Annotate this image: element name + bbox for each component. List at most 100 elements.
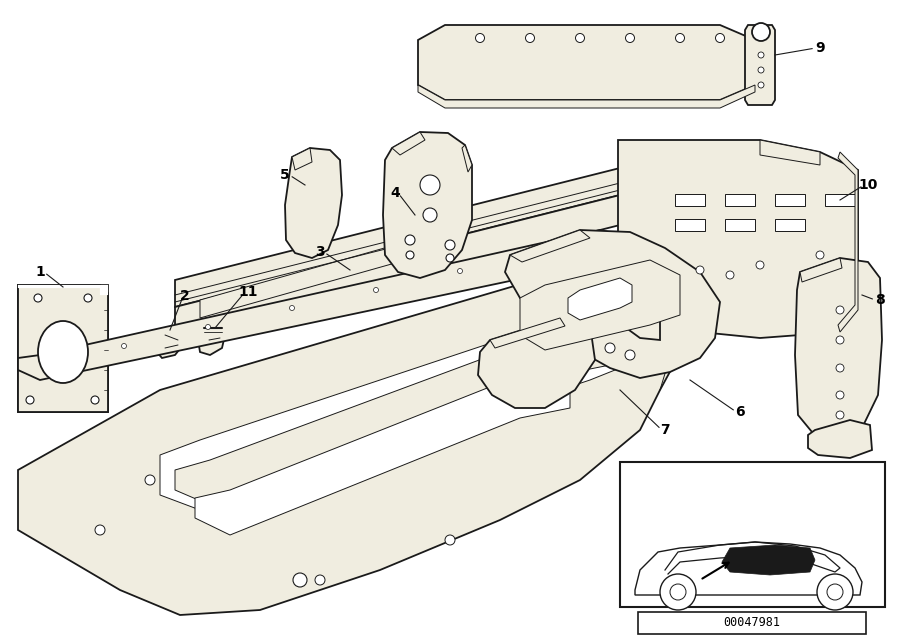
- Circle shape: [696, 266, 704, 274]
- Circle shape: [676, 34, 685, 43]
- Circle shape: [836, 336, 844, 344]
- Polygon shape: [18, 255, 770, 615]
- Polygon shape: [292, 148, 312, 170]
- Polygon shape: [462, 145, 472, 172]
- Circle shape: [406, 251, 414, 259]
- Circle shape: [756, 261, 764, 269]
- Circle shape: [529, 253, 535, 258]
- Text: 10: 10: [859, 178, 877, 192]
- Polygon shape: [18, 230, 650, 380]
- Polygon shape: [175, 195, 648, 337]
- Circle shape: [374, 288, 379, 293]
- Circle shape: [827, 584, 843, 600]
- Polygon shape: [478, 318, 595, 408]
- Polygon shape: [722, 545, 815, 575]
- Circle shape: [816, 251, 824, 259]
- Polygon shape: [198, 328, 225, 355]
- Text: 8: 8: [875, 293, 885, 307]
- Text: 6: 6: [735, 405, 745, 419]
- Polygon shape: [175, 168, 648, 307]
- Text: 5: 5: [280, 168, 290, 182]
- Circle shape: [817, 574, 853, 610]
- Circle shape: [423, 208, 437, 222]
- Circle shape: [315, 575, 325, 585]
- Polygon shape: [520, 260, 680, 350]
- Circle shape: [205, 324, 211, 330]
- Polygon shape: [160, 310, 640, 510]
- Polygon shape: [795, 258, 882, 438]
- Circle shape: [290, 305, 294, 311]
- Bar: [675, 194, 705, 206]
- Polygon shape: [618, 140, 858, 338]
- Circle shape: [758, 82, 764, 88]
- Circle shape: [446, 254, 454, 262]
- Polygon shape: [418, 85, 755, 108]
- Polygon shape: [635, 542, 862, 595]
- Polygon shape: [490, 318, 565, 348]
- Polygon shape: [200, 238, 440, 318]
- Circle shape: [758, 52, 764, 58]
- Circle shape: [475, 34, 484, 43]
- Text: 3: 3: [315, 245, 325, 259]
- Polygon shape: [18, 285, 108, 295]
- Polygon shape: [838, 152, 858, 332]
- Polygon shape: [383, 132, 472, 278]
- FancyBboxPatch shape: [620, 462, 885, 607]
- Circle shape: [95, 525, 105, 535]
- Polygon shape: [18, 285, 108, 412]
- Circle shape: [526, 34, 535, 43]
- Bar: [825, 194, 855, 206]
- Circle shape: [84, 294, 92, 302]
- Circle shape: [575, 34, 584, 43]
- Circle shape: [34, 294, 42, 302]
- Circle shape: [716, 34, 724, 43]
- Text: 1: 1: [35, 265, 45, 279]
- FancyBboxPatch shape: [638, 612, 866, 634]
- Polygon shape: [808, 420, 872, 458]
- Circle shape: [26, 396, 34, 404]
- Polygon shape: [568, 278, 632, 320]
- Polygon shape: [392, 132, 425, 155]
- Circle shape: [752, 23, 770, 41]
- Circle shape: [836, 364, 844, 372]
- Circle shape: [405, 235, 415, 245]
- Circle shape: [122, 344, 127, 349]
- Circle shape: [445, 240, 455, 250]
- Circle shape: [726, 271, 734, 279]
- Polygon shape: [618, 300, 660, 340]
- Polygon shape: [18, 285, 108, 412]
- Bar: [675, 219, 705, 231]
- Polygon shape: [195, 375, 570, 535]
- Circle shape: [91, 396, 99, 404]
- Circle shape: [457, 269, 463, 274]
- Ellipse shape: [38, 321, 88, 383]
- Circle shape: [625, 350, 635, 360]
- Circle shape: [605, 343, 615, 353]
- Polygon shape: [760, 140, 820, 165]
- Circle shape: [758, 67, 764, 73]
- Polygon shape: [510, 230, 590, 262]
- Text: 4: 4: [390, 186, 400, 200]
- Text: 7: 7: [661, 423, 670, 437]
- Polygon shape: [155, 328, 185, 358]
- Polygon shape: [418, 25, 755, 100]
- Circle shape: [836, 306, 844, 314]
- Circle shape: [626, 34, 634, 43]
- Polygon shape: [800, 258, 842, 282]
- Polygon shape: [175, 330, 610, 505]
- Text: 2: 2: [180, 289, 190, 303]
- Bar: [775, 219, 805, 231]
- Circle shape: [293, 573, 307, 587]
- Circle shape: [420, 175, 440, 195]
- Circle shape: [445, 535, 455, 545]
- Text: 00047981: 00047981: [724, 617, 780, 629]
- Circle shape: [836, 411, 844, 419]
- Circle shape: [670, 584, 686, 600]
- Text: 11: 11: [238, 285, 257, 299]
- Bar: [725, 219, 755, 231]
- Polygon shape: [285, 148, 342, 258]
- Circle shape: [145, 475, 155, 485]
- Bar: [725, 194, 755, 206]
- Circle shape: [836, 391, 844, 399]
- Text: 9: 9: [815, 41, 824, 55]
